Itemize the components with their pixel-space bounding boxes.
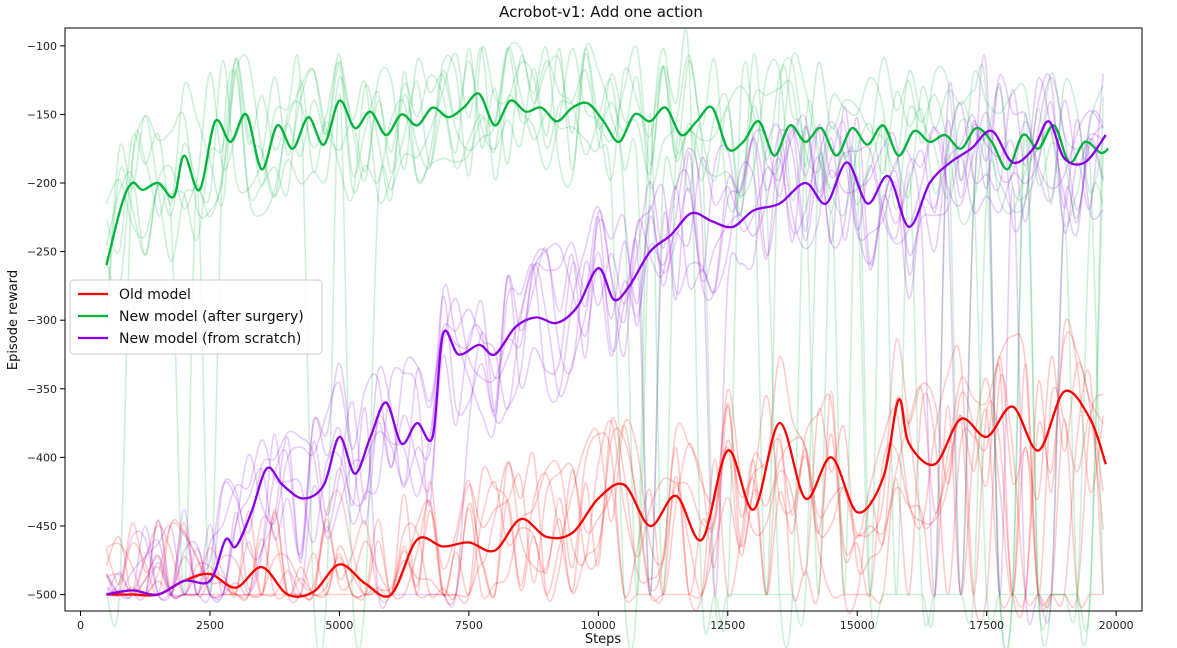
x-tick-label: 5000	[325, 619, 353, 632]
x-tick-label: 15000	[840, 619, 875, 632]
background-trace	[105, 318, 1104, 619]
background-trace	[106, 362, 1104, 604]
x-tick-label: 0	[77, 619, 84, 632]
background-trace	[105, 47, 1104, 627]
x-tick-label: 12500	[710, 619, 745, 632]
y-axis-label: Episode reward	[6, 270, 21, 370]
x-tick-label: 20000	[1099, 619, 1134, 632]
y-tick-label: −250	[27, 246, 57, 259]
background-trace	[105, 28, 1104, 648]
y-tick-label: −200	[27, 177, 57, 190]
x-tick-label: 2500	[196, 619, 224, 632]
chart-title: Acrobot-v1: Add one action	[499, 3, 703, 21]
background-trace	[105, 73, 1104, 603]
background-trace	[105, 77, 1104, 601]
background-trace	[105, 355, 1104, 602]
background-trace	[105, 42, 1104, 648]
background-trace	[105, 76, 1104, 610]
y-tick-label: −100	[27, 40, 57, 53]
background-trace	[106, 377, 1104, 609]
x-tick-label: 10000	[581, 619, 616, 632]
series-layer	[105, 92, 1110, 598]
y-tick-label: −150	[27, 108, 57, 121]
background-trace	[106, 74, 1104, 601]
y-tick-label: −400	[27, 451, 57, 464]
background-trace	[105, 41, 1104, 648]
background-trace	[105, 99, 1104, 604]
legend-label-old-model: Old model	[119, 287, 191, 303]
x-axis: 0 2500 5000 7500 10000 12500 15000 17500 20000	[77, 611, 1134, 632]
y-tick-label: −500	[27, 589, 57, 602]
legend-label-from-scratch: New model (from scratch)	[119, 331, 301, 347]
background-trace	[105, 47, 1104, 648]
series-line-0	[106, 389, 1107, 598]
background-trace	[105, 46, 1104, 595]
y-tick-label: −350	[27, 383, 57, 396]
x-tick-label: 7500	[455, 619, 483, 632]
series-line-2	[106, 120, 1107, 596]
series-line-1	[105, 92, 1110, 266]
y-tick-label: −300	[27, 314, 57, 327]
legend: Old model New model (after surgery) New …	[69, 279, 323, 355]
x-axis-label: Steps	[585, 632, 622, 647]
background-trace	[106, 101, 1104, 600]
background-trace	[106, 54, 1104, 626]
background-trace	[105, 331, 1104, 609]
x-tick-label: 17500	[969, 619, 1004, 632]
y-axis: −100 −150 −200 −250 −300 −350 −400 −450 −500	[27, 40, 65, 602]
legend-box	[69, 279, 323, 355]
legend-label-after-surgery: New model (after surgery)	[119, 309, 304, 325]
plot-frame	[64, 27, 1143, 612]
y-tick-label: −450	[27, 520, 57, 533]
